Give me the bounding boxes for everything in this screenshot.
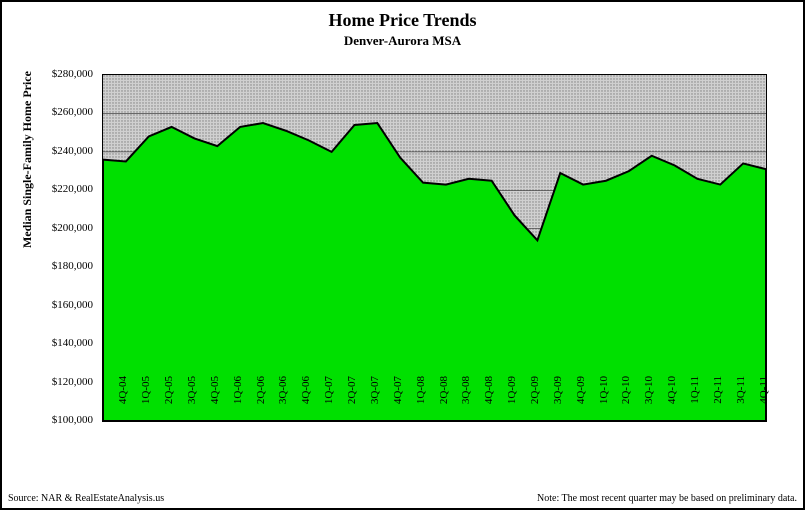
footer-source: Source: NAR & RealEstateAnalysis.us — [8, 493, 164, 504]
x-tick-label: 2Q-08 — [438, 376, 450, 426]
x-tick-label: 2Q-06 — [255, 376, 267, 426]
y-tick-label: $220,000 — [13, 183, 93, 195]
x-tick-label: 1Q-10 — [598, 376, 610, 426]
x-tick-label: 2Q-09 — [529, 376, 541, 426]
y-tick-label: $200,000 — [13, 222, 93, 234]
x-tick-label: 4Q-06 — [300, 376, 312, 426]
x-tick-label: 3Q-08 — [460, 376, 472, 426]
x-tick-label: 4Q-05 — [209, 376, 221, 426]
x-tick-label: 4Q-11 — [758, 376, 770, 426]
y-tick-label: $100,000 — [13, 414, 93, 426]
footer-note: Note: The most recent quarter may be bas… — [537, 493, 797, 504]
x-tick-label: 3Q-07 — [369, 376, 381, 426]
y-tick-label: $280,000 — [13, 68, 93, 80]
y-tick-label: $260,000 — [13, 106, 93, 118]
x-tick-label: 3Q-05 — [186, 376, 198, 426]
x-tick-label: 1Q-06 — [232, 376, 244, 426]
y-tick-label: $140,000 — [13, 337, 93, 349]
x-tick-label: 3Q-09 — [552, 376, 564, 426]
y-tick-label: $180,000 — [13, 260, 93, 272]
x-tick-label: 2Q-10 — [620, 376, 632, 426]
x-tick-label: 4Q-07 — [392, 376, 404, 426]
x-tick-label: 4Q-09 — [575, 376, 587, 426]
chart-subtitle: Denver-Aurora MSA — [2, 33, 803, 49]
y-tick-label: $160,000 — [13, 299, 93, 311]
y-tick-label: $120,000 — [13, 376, 93, 388]
x-tick-label: 1Q-11 — [689, 376, 701, 426]
x-tick-label: 2Q-07 — [346, 376, 358, 426]
x-tick-label: 4Q-04 — [117, 376, 129, 426]
x-tick-label: 4Q-10 — [666, 376, 678, 426]
chart-svg — [103, 75, 766, 421]
x-tick-label: 2Q-05 — [163, 376, 175, 426]
x-tick-label: 3Q-10 — [643, 376, 655, 426]
chart-container: Home Price Trends Denver-Aurora MSA Medi… — [0, 0, 805, 510]
x-tick-label: 3Q-06 — [277, 376, 289, 426]
x-tick-label: 1Q-07 — [323, 376, 335, 426]
plot-area — [102, 74, 767, 422]
y-tick-label: $240,000 — [13, 145, 93, 157]
x-tick-label: 3Q-11 — [735, 376, 747, 426]
x-tick-label: 1Q-05 — [140, 376, 152, 426]
x-tick-label: 2Q-11 — [712, 376, 724, 426]
chart-title: Home Price Trends — [2, 10, 803, 31]
x-tick-label: 1Q-09 — [506, 376, 518, 426]
x-tick-label: 1Q-08 — [415, 376, 427, 426]
x-tick-label: 4Q-08 — [483, 376, 495, 426]
